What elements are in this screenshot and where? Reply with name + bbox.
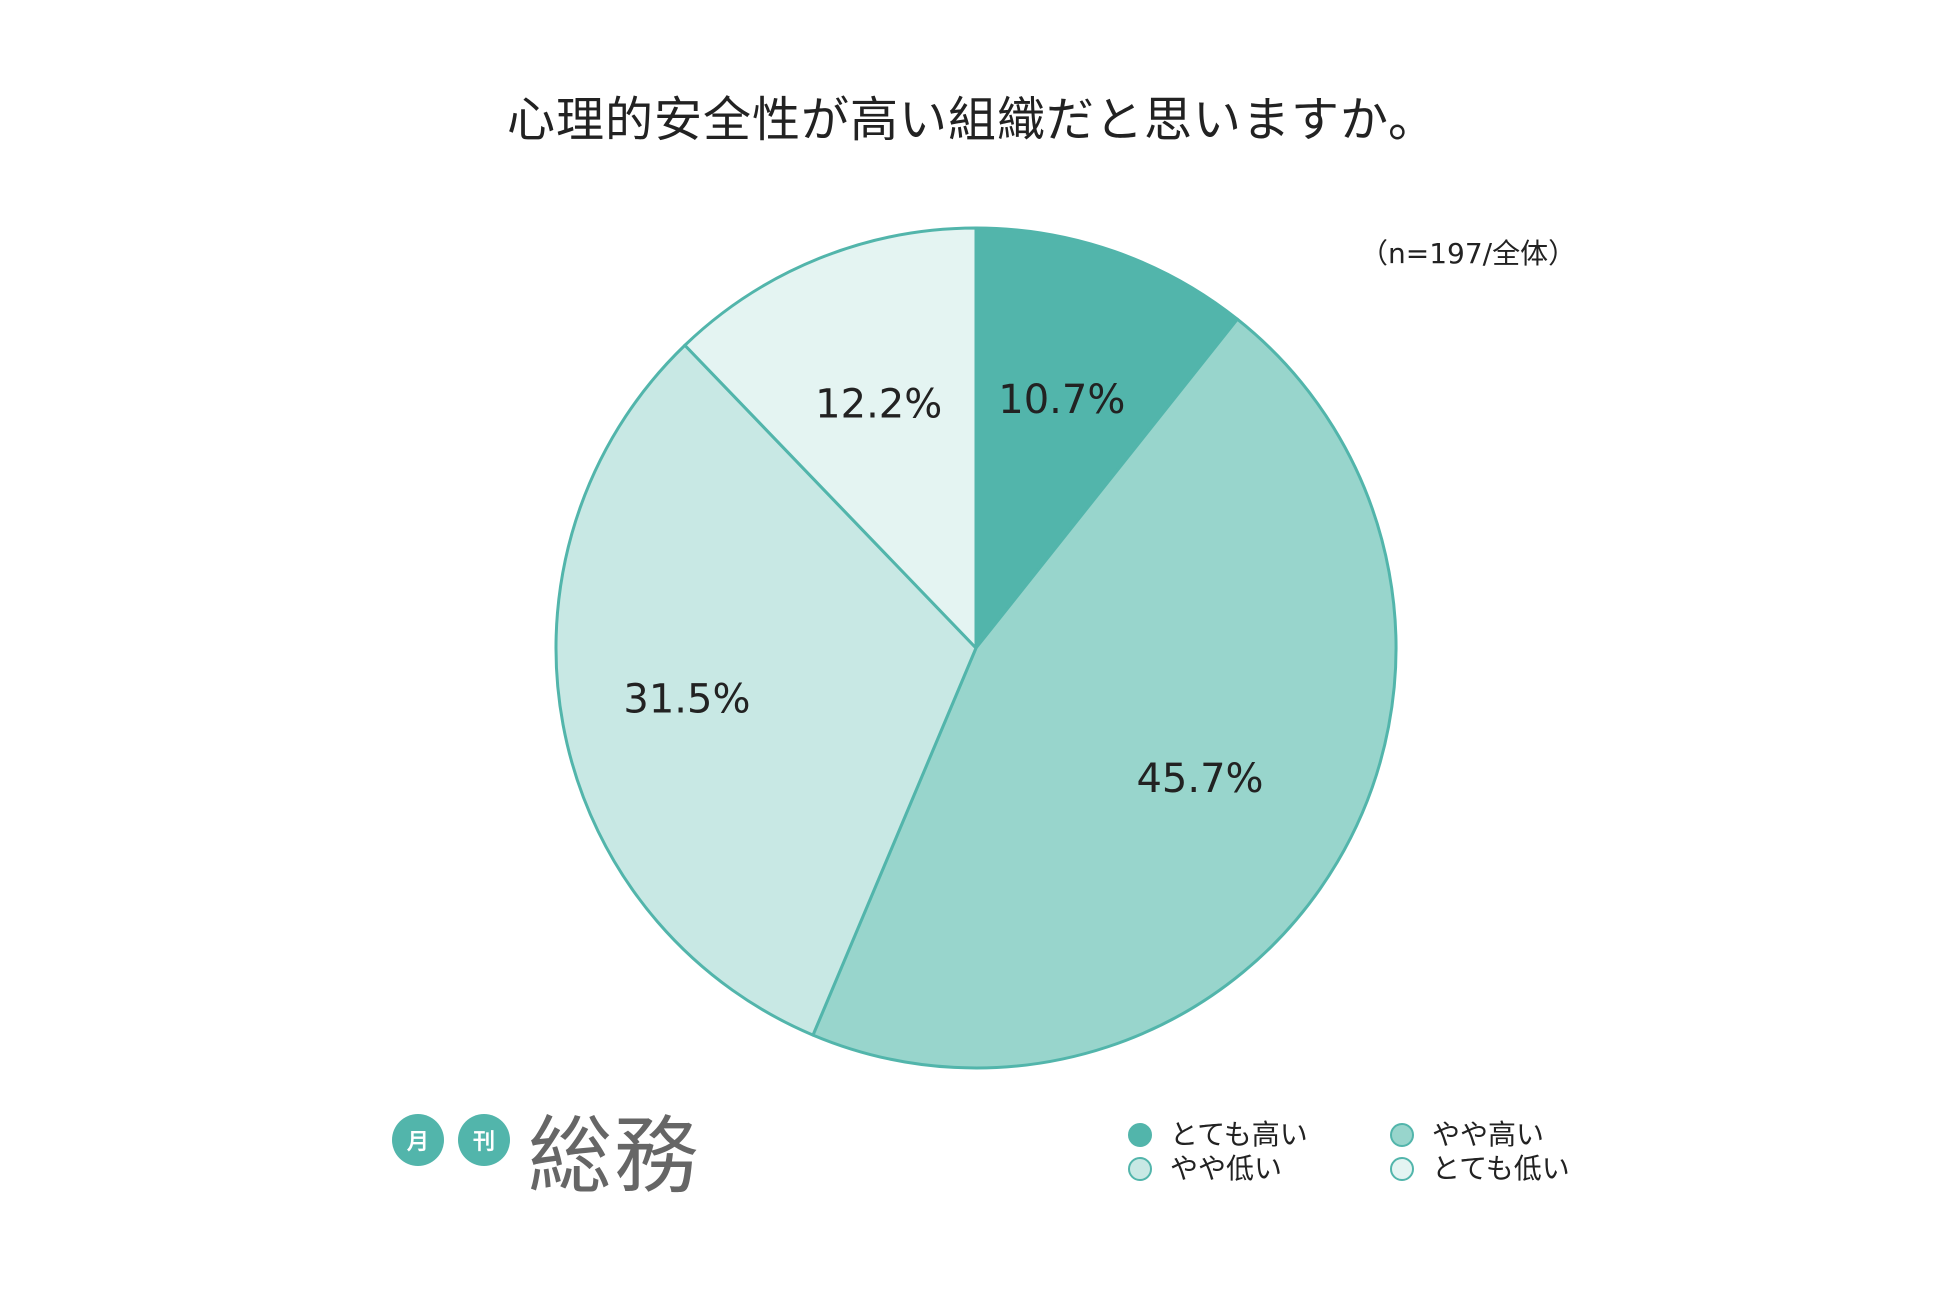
pie-label-somewhat-high: 45.7% [1136, 756, 1263, 802]
legend-label: とても高い [1170, 1118, 1308, 1151]
sample-size-note: （n=197/全体） [1360, 237, 1577, 270]
legend-item-very-low: とても低い [1390, 1154, 1630, 1184]
pie-label-very-high: 10.7% [998, 377, 1125, 423]
legend-item-somewhat-high: やや高い [1390, 1120, 1630, 1150]
legend-label: やや高い [1432, 1118, 1545, 1151]
logo-badge-month: 月 [392, 1114, 444, 1166]
legend-item-somewhat-low: やや低い [1128, 1154, 1390, 1184]
legend-swatch [1390, 1123, 1414, 1147]
publisher-logo: 月 刊 総務 [392, 1108, 700, 1204]
legend-swatch [1390, 1157, 1414, 1181]
pie-slice-very-low [683, 226, 978, 650]
logo-wordmark: 総務 [528, 1107, 701, 1205]
legend-item-very-high: とても高い [1128, 1120, 1390, 1150]
pie-label-somewhat-low: 31.5% [623, 677, 750, 723]
pie-slice-very-high [974, 226, 1239, 650]
legend: とても高い やや高い やや低い とても低い [1128, 1120, 1630, 1184]
legend-label: やや低い [1170, 1152, 1283, 1185]
pie-slice-somewhat-low [554, 343, 978, 1037]
logo-badge-publication: 刊 [458, 1114, 510, 1166]
pie-slice-somewhat-high [811, 317, 1398, 1070]
legend-label: とても低い [1432, 1152, 1570, 1185]
pie-label-very-low: 12.2% [815, 381, 942, 427]
chart-title: 心理的安全性が高い組織だと思いますか。 [506, 92, 1438, 148]
legend-swatch [1128, 1123, 1152, 1147]
legend-swatch [1128, 1157, 1152, 1181]
